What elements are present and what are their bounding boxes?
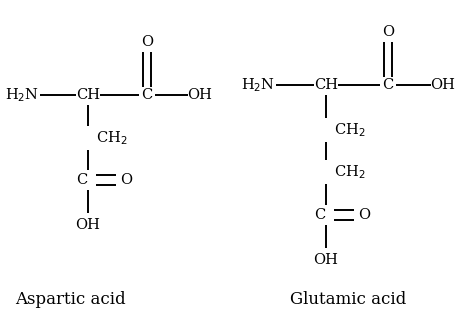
Text: O: O [358, 208, 370, 222]
Text: CH: CH [76, 88, 100, 102]
Text: Aspartic acid: Aspartic acid [15, 292, 125, 309]
Text: H$_2$N: H$_2$N [5, 86, 39, 104]
Text: C: C [76, 173, 88, 187]
Text: C: C [314, 208, 326, 222]
Text: C: C [141, 88, 153, 102]
Text: OH: OH [430, 78, 456, 92]
Text: CH$_2$: CH$_2$ [334, 121, 365, 139]
Text: OH: OH [188, 88, 212, 102]
Text: OH: OH [314, 253, 338, 267]
Text: CH$_2$: CH$_2$ [96, 129, 128, 147]
Text: CH: CH [314, 78, 338, 92]
Text: O: O [382, 25, 394, 39]
Text: CH$_2$: CH$_2$ [334, 163, 365, 181]
Text: O: O [141, 35, 153, 49]
Text: OH: OH [75, 218, 100, 232]
Text: C: C [383, 78, 393, 92]
Text: O: O [120, 173, 132, 187]
Text: H$_2$N: H$_2$N [241, 76, 275, 94]
Text: Glutamic acid: Glutamic acid [290, 292, 406, 309]
